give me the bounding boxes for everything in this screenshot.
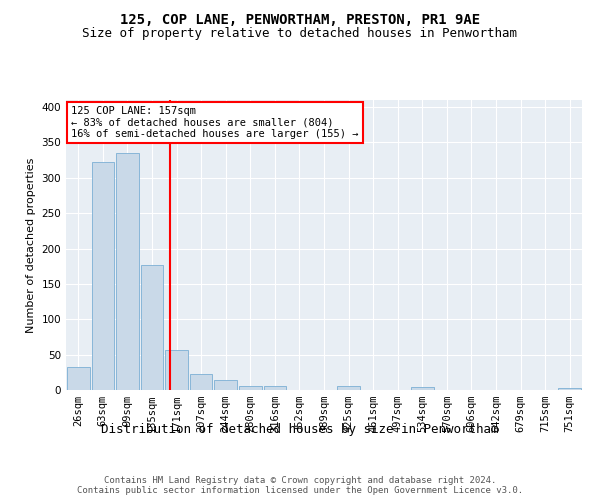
Text: Contains HM Land Registry data © Crown copyright and database right 2024.
Contai: Contains HM Land Registry data © Crown c… [77, 476, 523, 495]
Bar [411, 387, 434, 390]
Bar [67, 368, 89, 390]
Bar [165, 350, 188, 390]
Text: Distribution of detached houses by size in Penwortham: Distribution of detached houses by size … [101, 422, 499, 436]
Text: 125, COP LANE, PENWORTHAM, PRESTON, PR1 9AE: 125, COP LANE, PENWORTHAM, PRESTON, PR1 … [120, 12, 480, 26]
Bar [239, 386, 262, 390]
Text: 125 COP LANE: 157sqm
← 83% of detached houses are smaller (804)
16% of semi-deta: 125 COP LANE: 157sqm ← 83% of detached h… [71, 106, 359, 139]
Bar [190, 374, 212, 390]
Bar [92, 162, 114, 390]
Y-axis label: Number of detached properties: Number of detached properties [26, 158, 36, 332]
Bar [214, 380, 237, 390]
Bar [140, 265, 163, 390]
Bar [337, 386, 360, 390]
Bar [559, 388, 581, 390]
Bar [263, 386, 286, 390]
Bar [116, 153, 139, 390]
Text: Size of property relative to detached houses in Penwortham: Size of property relative to detached ho… [83, 28, 517, 40]
